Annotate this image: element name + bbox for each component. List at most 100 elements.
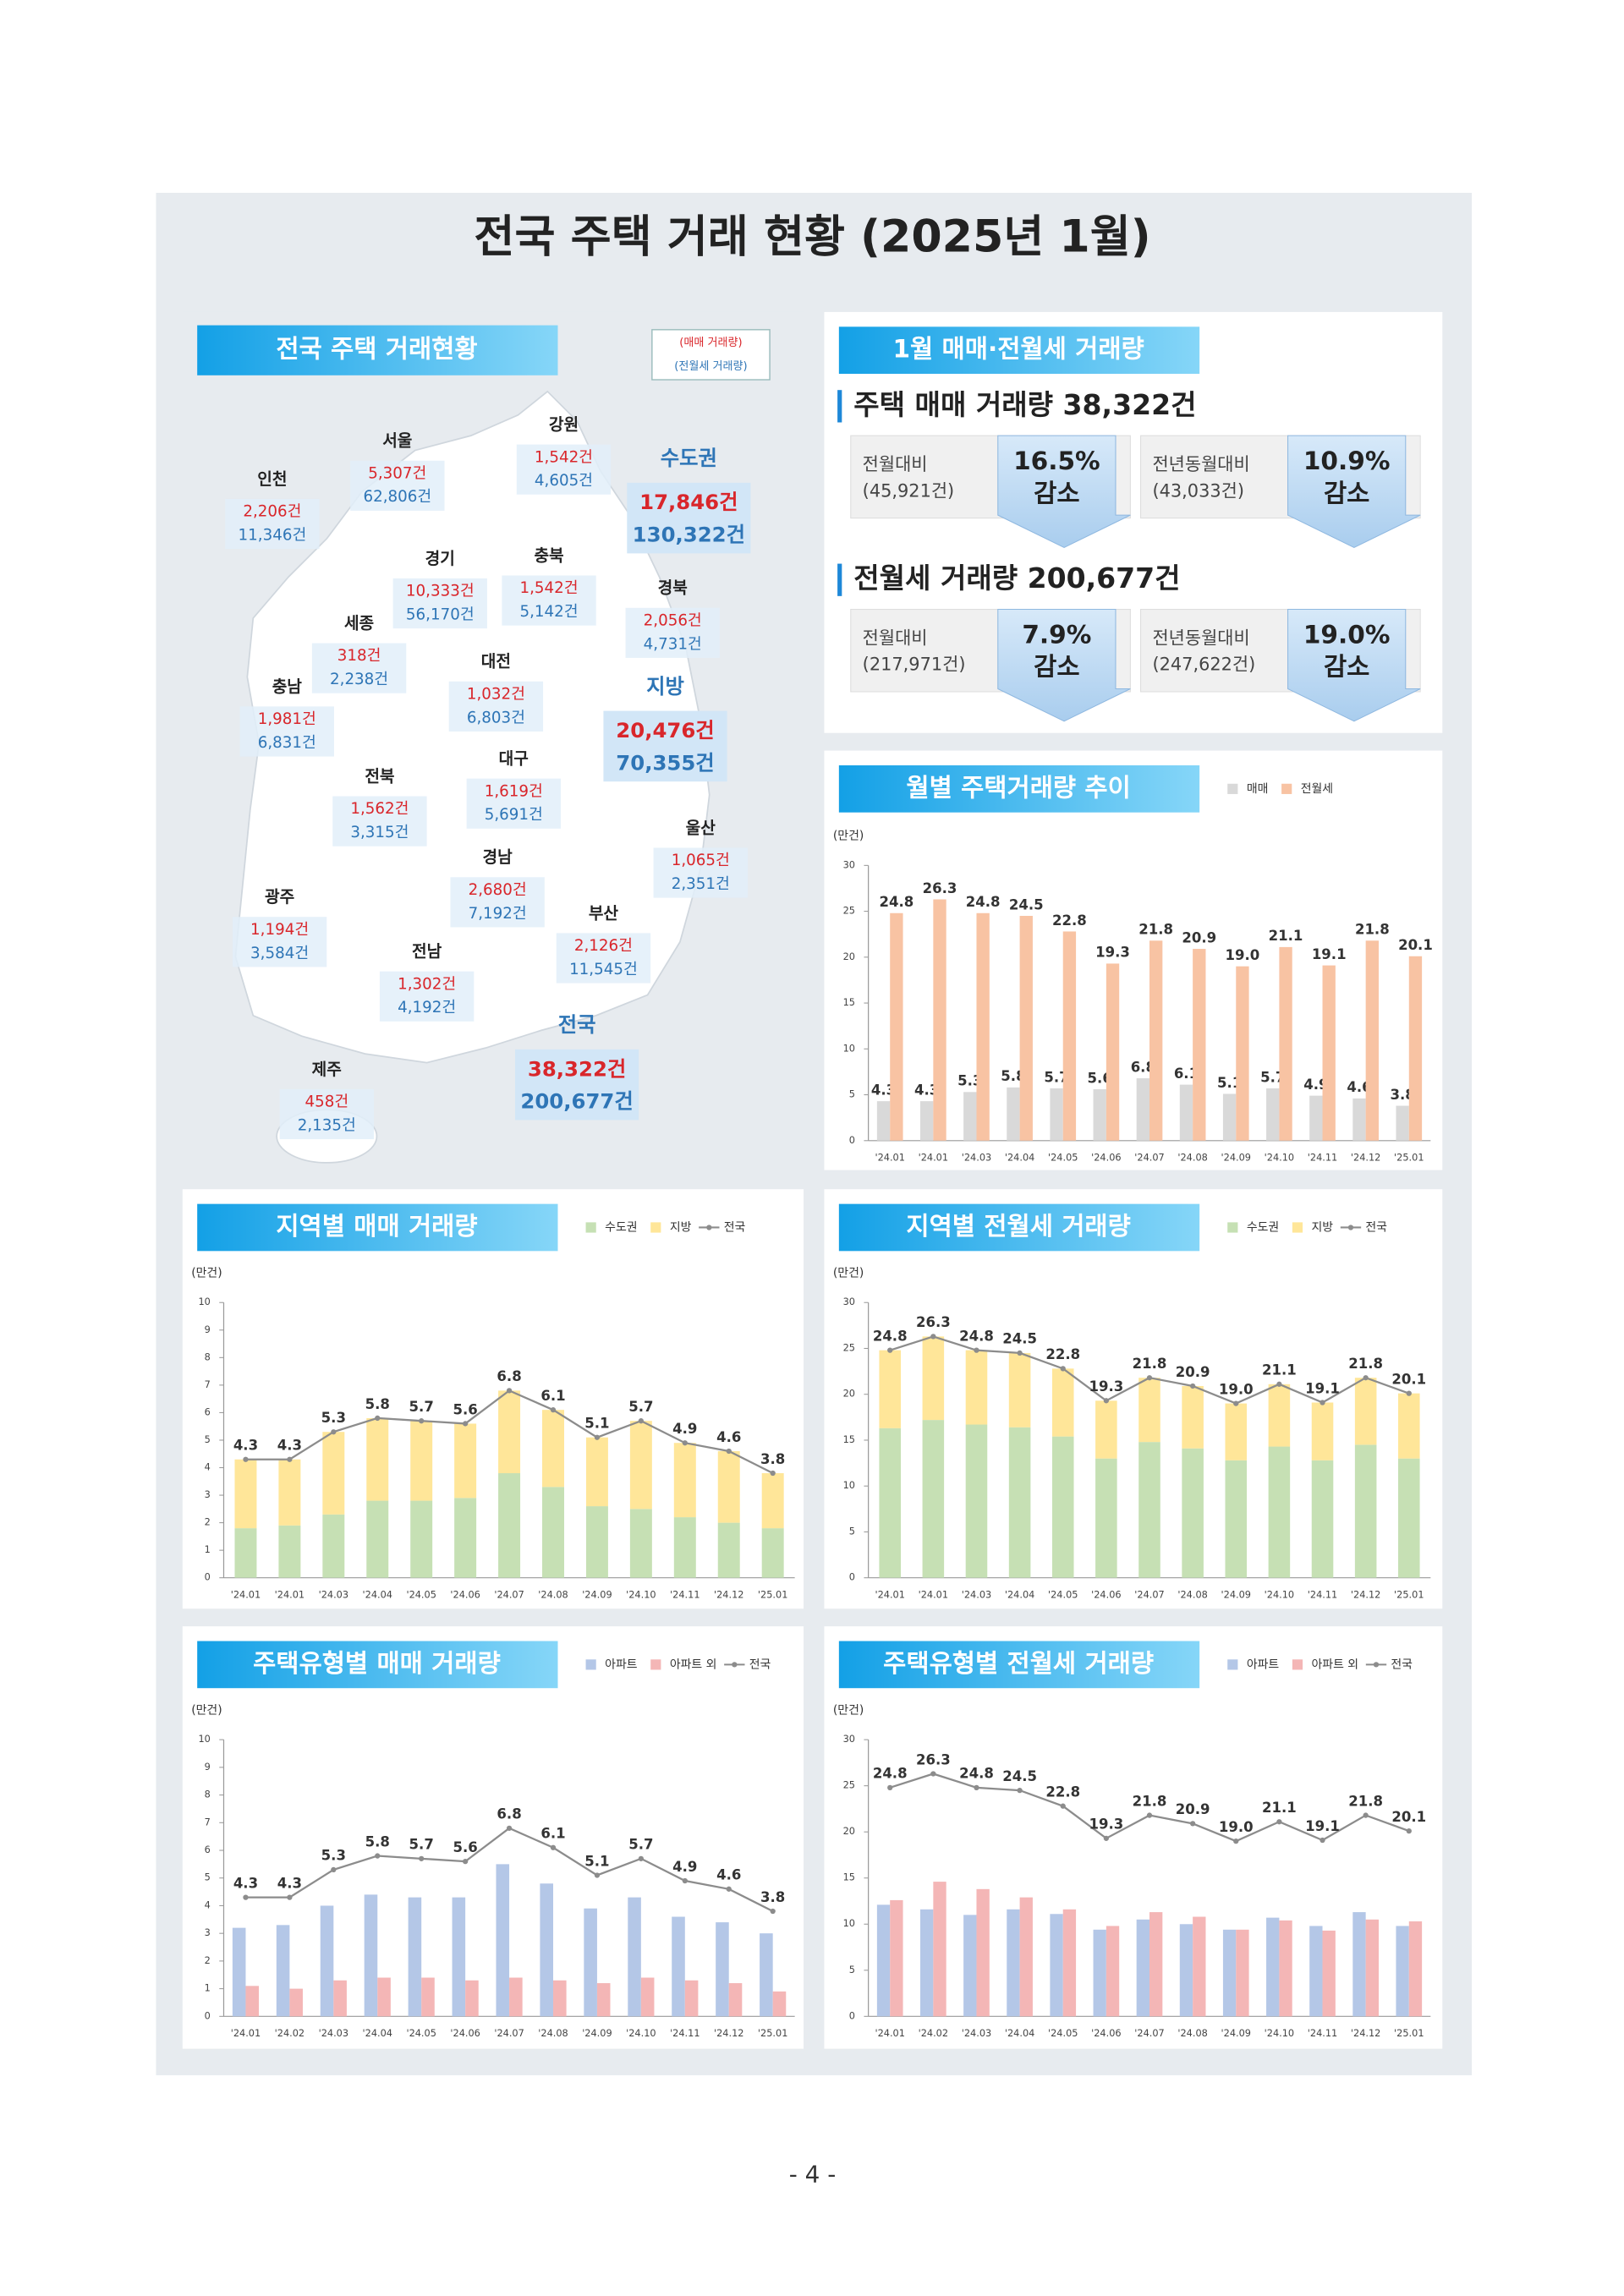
line-point [1276,1819,1282,1825]
chart-heading-bar [197,1203,558,1252]
bar-segment [1268,1384,1291,1447]
bar-segment [879,1427,901,1578]
bar-segment [498,1390,521,1474]
data-label: 19.3 [1095,945,1130,961]
line-point [1060,1366,1066,1372]
x-tick-label: '24.10 [626,1590,656,1601]
data-label: 19.0 [1219,1819,1254,1835]
data-label: 21.8 [1348,1356,1383,1372]
x-tick-label: '24.11 [1308,2028,1337,2039]
data-label: 5.8 [1001,1068,1025,1084]
line-point [1189,1821,1196,1827]
bar [728,1983,743,2017]
comparison-change: 16.5% [1013,447,1100,475]
bar [289,1988,303,2017]
comparison-label: 전년동월대비 [1152,627,1249,648]
legend-label: 지방 [1312,1220,1334,1234]
section-title: 주택 매매 거래량 38,322건 [853,388,1196,421]
y-tick-label: 30 [843,1296,855,1307]
data-label: 5.3 [321,1848,346,1864]
bar [1352,1098,1366,1141]
x-tick-label: '24.01 [875,1153,904,1164]
region-name: 경기 [425,549,455,568]
bar-segment [629,1421,652,1510]
region-rent: 5,142건 [519,603,578,621]
y-axis-label: (만건) [833,830,864,843]
bar [1279,1920,1292,2017]
y-tick-label: 10 [843,1043,855,1054]
region-rent: 11,545건 [569,961,638,978]
y-tick-label: 10 [198,1296,210,1307]
chart-title: 주택유형별 매매 거래량 [253,1649,501,1678]
summary-box [603,710,727,782]
x-tick-label: '24.03 [319,1590,348,1601]
bar [1062,1909,1077,2017]
bar-segment [322,1432,345,1515]
x-tick-label: '24.05 [1048,2028,1078,2039]
x-tick-label: '25.01 [1394,1590,1424,1601]
data-label: 6.1 [540,1388,565,1404]
bar [1007,1087,1020,1141]
data-label: 5.1 [584,1853,609,1869]
region-value-box [239,706,334,757]
monthly-heading: 1월 매매·전월세 거래량 [892,335,1144,364]
region-rent: 2,351건 [672,875,730,893]
region-rent: 3,584건 [250,945,309,962]
region-rent: 4,192건 [398,999,456,1016]
chart-title: 지역별 전월세 거래량 [906,1212,1130,1241]
bar [1050,1914,1063,2017]
bar-segment [1008,1427,1031,1578]
data-label: 24.8 [873,1328,908,1344]
x-tick-label: '24.01 [875,1590,904,1601]
data-label: 3.8 [1390,1087,1414,1103]
data-label: 24.8 [959,1766,994,1782]
y-tick-label: 20 [843,1389,855,1400]
x-tick-label: '24.06 [450,1590,480,1601]
y-tick-label: 5 [205,1434,211,1445]
x-tick-label: '24.01 [231,2028,261,2039]
data-label: 20.9 [1182,929,1216,945]
bar [333,1980,347,2017]
data-label: 5.8 [365,1833,390,1849]
bar-segment [761,1528,784,1578]
region-name: 전남 [412,942,442,962]
bar-segment [542,1487,564,1578]
x-tick-label: '24.04 [363,1590,392,1601]
line-point [331,1429,337,1435]
legend-label: 전월세 [1301,782,1333,796]
y-tick-label: 8 [205,1789,211,1800]
data-label: 20.9 [1176,1364,1210,1380]
line-point [419,1855,425,1861]
bar-segment [1095,1458,1117,1578]
data-label: 6.1 [1174,1066,1199,1082]
bar [245,1986,260,2017]
x-tick-label: '24.05 [406,2028,436,2039]
bar [408,1897,422,2017]
data-label: 26.3 [916,1314,951,1330]
data-label: 24.8 [959,1328,994,1344]
bar [963,1915,977,2017]
bar [276,1925,290,2017]
region-value-box [392,578,487,629]
y-axis-label: (만건) [833,1703,864,1717]
data-label: 24.5 [1002,1768,1037,1784]
bar [540,1883,554,2017]
y-tick-label: 9 [205,1762,211,1773]
line-point [1103,1835,1109,1841]
x-tick-label: '24.07 [494,2028,524,2039]
legend-dot [1347,1225,1354,1230]
data-label: 5.6 [453,1401,478,1417]
x-tick-label: '24.04 [1005,1590,1034,1601]
x-tick-label: '24.09 [1221,2028,1251,2039]
bar-segment [717,1522,740,1578]
y-tick-label: 2 [205,1955,211,1966]
bar-segment [965,1424,988,1578]
bar [920,1101,934,1141]
bar [320,1905,334,2017]
region-sale: 10,333건 [406,583,475,600]
region-value-box [332,796,427,847]
bar [1093,1089,1106,1141]
region-value-box [502,575,596,626]
x-tick-label: '24.11 [1308,1590,1337,1601]
